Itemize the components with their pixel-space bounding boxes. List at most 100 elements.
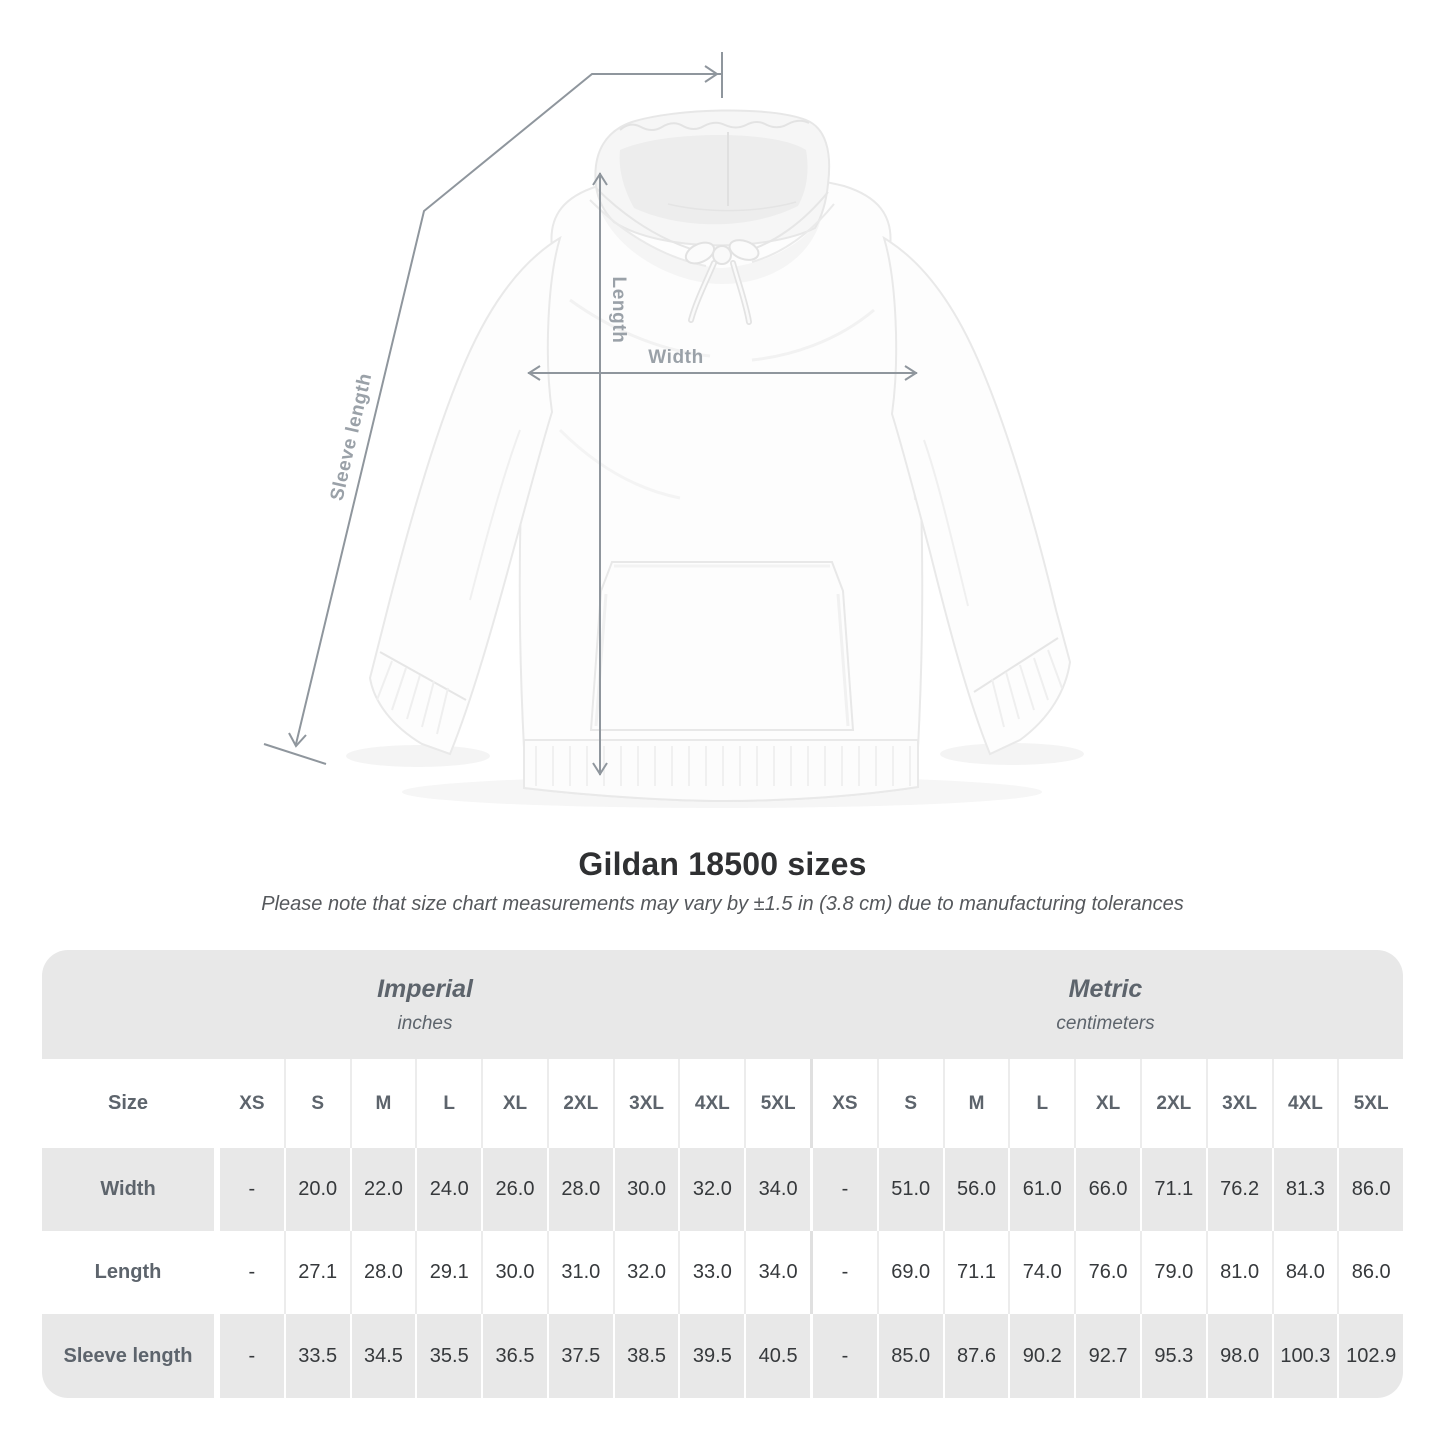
- value-cell-imperial: 37.5: [546, 1314, 613, 1398]
- row-label: Width: [100, 1178, 156, 1200]
- unit-group-imperial: Imperial inches: [42, 950, 808, 1059]
- size-col-header-metric-xs: XS: [810, 1059, 877, 1148]
- value-cell-imperial: 33.5: [283, 1314, 350, 1398]
- value-cell-imperial: 34.5: [349, 1314, 416, 1398]
- size-col-header-imperial-m: M: [349, 1059, 416, 1148]
- length-measure-label: Length: [608, 276, 629, 344]
- value-cell-imperial: 39.5: [678, 1314, 744, 1398]
- kangaroo-pocket: [589, 561, 855, 731]
- value-cell-imperial: 24.0: [415, 1148, 481, 1231]
- size-col-header-metric-s: S: [876, 1059, 943, 1148]
- unit-group-title: Metric: [1068, 974, 1143, 1003]
- value-cell-metric: 100.3: [1271, 1314, 1338, 1398]
- hem-ribbing: [523, 739, 919, 803]
- value-cell-metric: 87.6: [942, 1314, 1009, 1398]
- value-cell-imperial: 30.0: [481, 1231, 547, 1314]
- value-cell-imperial: 31.0: [546, 1231, 613, 1314]
- width-arrowhead-right: [904, 365, 918, 381]
- size-col-header-imperial-xl: XL: [481, 1059, 547, 1148]
- size-col-header-imperial-3xl: 3XL: [612, 1059, 679, 1148]
- value-cell-imperial: 30.0: [612, 1148, 679, 1231]
- value-cell-metric: 85.0: [876, 1314, 943, 1398]
- unit-group-subtitle: inches: [397, 1012, 453, 1034]
- value-cell-metric: 71.1: [942, 1231, 1009, 1314]
- drawstrings: [684, 239, 760, 325]
- size-header-cell: Size: [107, 1092, 149, 1114]
- size-col-header-metric-2xl: 2XL: [1139, 1059, 1206, 1148]
- value-cell-metric: 76.2: [1205, 1148, 1272, 1231]
- value-cell-metric: 69.0: [876, 1231, 943, 1314]
- tolerance-note: Please note that size chart measurements…: [261, 893, 1184, 915]
- value-cell-metric: 90.2: [1008, 1314, 1074, 1398]
- size-col-header-imperial-xs: XS: [214, 1059, 284, 1148]
- row-label: Sleeve length: [63, 1344, 193, 1367]
- size-col-header-metric-3xl: 3XL: [1205, 1059, 1272, 1148]
- unit-group-metric: Metric centimeters: [808, 950, 1403, 1059]
- size-col-header-imperial-s: S: [283, 1059, 350, 1148]
- left-sleeve: [368, 235, 562, 756]
- value-cell-metric: 61.0: [1008, 1148, 1074, 1231]
- sleeve-arrowhead-right: [704, 65, 719, 83]
- sleeve-arrowhead-down: [288, 732, 307, 748]
- value-cell-imperial: 40.5: [744, 1314, 810, 1398]
- sleeve-length-arrow: [295, 73, 722, 745]
- size-col-header-imperial-l: L: [415, 1059, 481, 1148]
- value-cell-imperial: 20.0: [283, 1148, 350, 1231]
- value-cell-metric: 76.0: [1074, 1231, 1140, 1314]
- value-cell-imperial: 34.0: [744, 1231, 810, 1314]
- value-cell-metric: 102.9: [1337, 1314, 1403, 1398]
- size-col-header-imperial-5xl: 5XL: [744, 1059, 810, 1148]
- unit-band: Imperial inches Metric centimeters: [42, 950, 1403, 1059]
- value-cell-imperial: -: [214, 1314, 284, 1398]
- value-cell-metric: -: [810, 1148, 877, 1231]
- value-cell-imperial: 38.5: [612, 1314, 679, 1398]
- unit-group-title: Imperial: [377, 974, 473, 1003]
- value-cell-imperial: 26.0: [481, 1148, 547, 1231]
- hoodie-illustration: [263, 52, 1084, 803]
- value-cell-metric: 51.0: [876, 1148, 943, 1231]
- page-title: Gildan 18500 sizes: [578, 846, 867, 882]
- size-col-header-imperial-2xl: 2XL: [546, 1059, 613, 1148]
- value-cell-imperial: 35.5: [415, 1314, 481, 1398]
- hoodie-measurement-diagram: Sleeve length Length Width: [263, 52, 1084, 803]
- width-measure-label: Width: [648, 347, 704, 368]
- measure-row-length: Length -27.1 28.0 29.1 30.0 31.0 32.0 33.0 34.0-…: [42, 1231, 1403, 1314]
- value-cell-imperial: 32.0: [678, 1148, 744, 1231]
- sleeve-bottom-tick: [263, 743, 327, 765]
- size-col-header-metric-l: L: [1008, 1059, 1074, 1148]
- value-cell-imperial: 27.1: [283, 1231, 350, 1314]
- value-cell-imperial: 34.0: [744, 1148, 810, 1231]
- value-cell-metric: 56.0: [942, 1148, 1009, 1231]
- value-cell-imperial: 29.1: [415, 1231, 481, 1314]
- value-cell-metric: 92.7: [1074, 1314, 1140, 1398]
- value-cell-imperial: -: [214, 1231, 284, 1314]
- size-col-header-metric-4xl: 4XL: [1271, 1059, 1338, 1148]
- measure-row-sleeve-length: Sleeve length -33.5 34.5 35.5 36.5 37.5 38.5 39…: [42, 1314, 1403, 1398]
- size-header-row: Size XS S M L XL 2XL 3XL 4XL 5XL XS S M L XL 2XL 3XL 4XL 5…: [42, 1059, 1403, 1148]
- length-arrowhead-up: [592, 172, 608, 186]
- value-cell-metric: 71.1: [1139, 1148, 1206, 1231]
- value-cell-imperial: 28.0: [546, 1148, 613, 1231]
- value-cell-imperial: 28.0: [349, 1231, 416, 1314]
- value-cell-metric: 81.3: [1271, 1148, 1338, 1231]
- size-table: Imperial inches Metric centimeters Size XS S M L…: [42, 950, 1403, 1398]
- measure-row-width: Width -20.0 22.0 24.0 26.0 28.0 30.0 32.0 34.0-5…: [42, 1148, 1403, 1231]
- value-cell-metric: 84.0: [1271, 1231, 1338, 1314]
- value-cell-metric: 95.3: [1139, 1314, 1206, 1398]
- value-cell-imperial: 33.0: [678, 1231, 744, 1314]
- value-cell-imperial: 22.0: [349, 1148, 416, 1231]
- value-cell-imperial: 32.0: [612, 1231, 679, 1314]
- value-cell-metric: 79.0: [1139, 1231, 1206, 1314]
- row-label: Length: [94, 1261, 162, 1283]
- value-cell-metric: 66.0: [1074, 1148, 1140, 1231]
- value-cell-metric: 98.0: [1205, 1314, 1272, 1398]
- size-col-header-metric-xl: XL: [1074, 1059, 1140, 1148]
- hood: [589, 109, 835, 284]
- length-arrowhead-down: [592, 762, 608, 776]
- value-cell-imperial: -: [214, 1148, 284, 1231]
- right-sleeve: [882, 235, 1072, 756]
- value-cell-metric: 74.0: [1008, 1231, 1074, 1314]
- value-cell-imperial: 36.5: [481, 1314, 547, 1398]
- unit-group-subtitle: centimeters: [1056, 1012, 1155, 1034]
